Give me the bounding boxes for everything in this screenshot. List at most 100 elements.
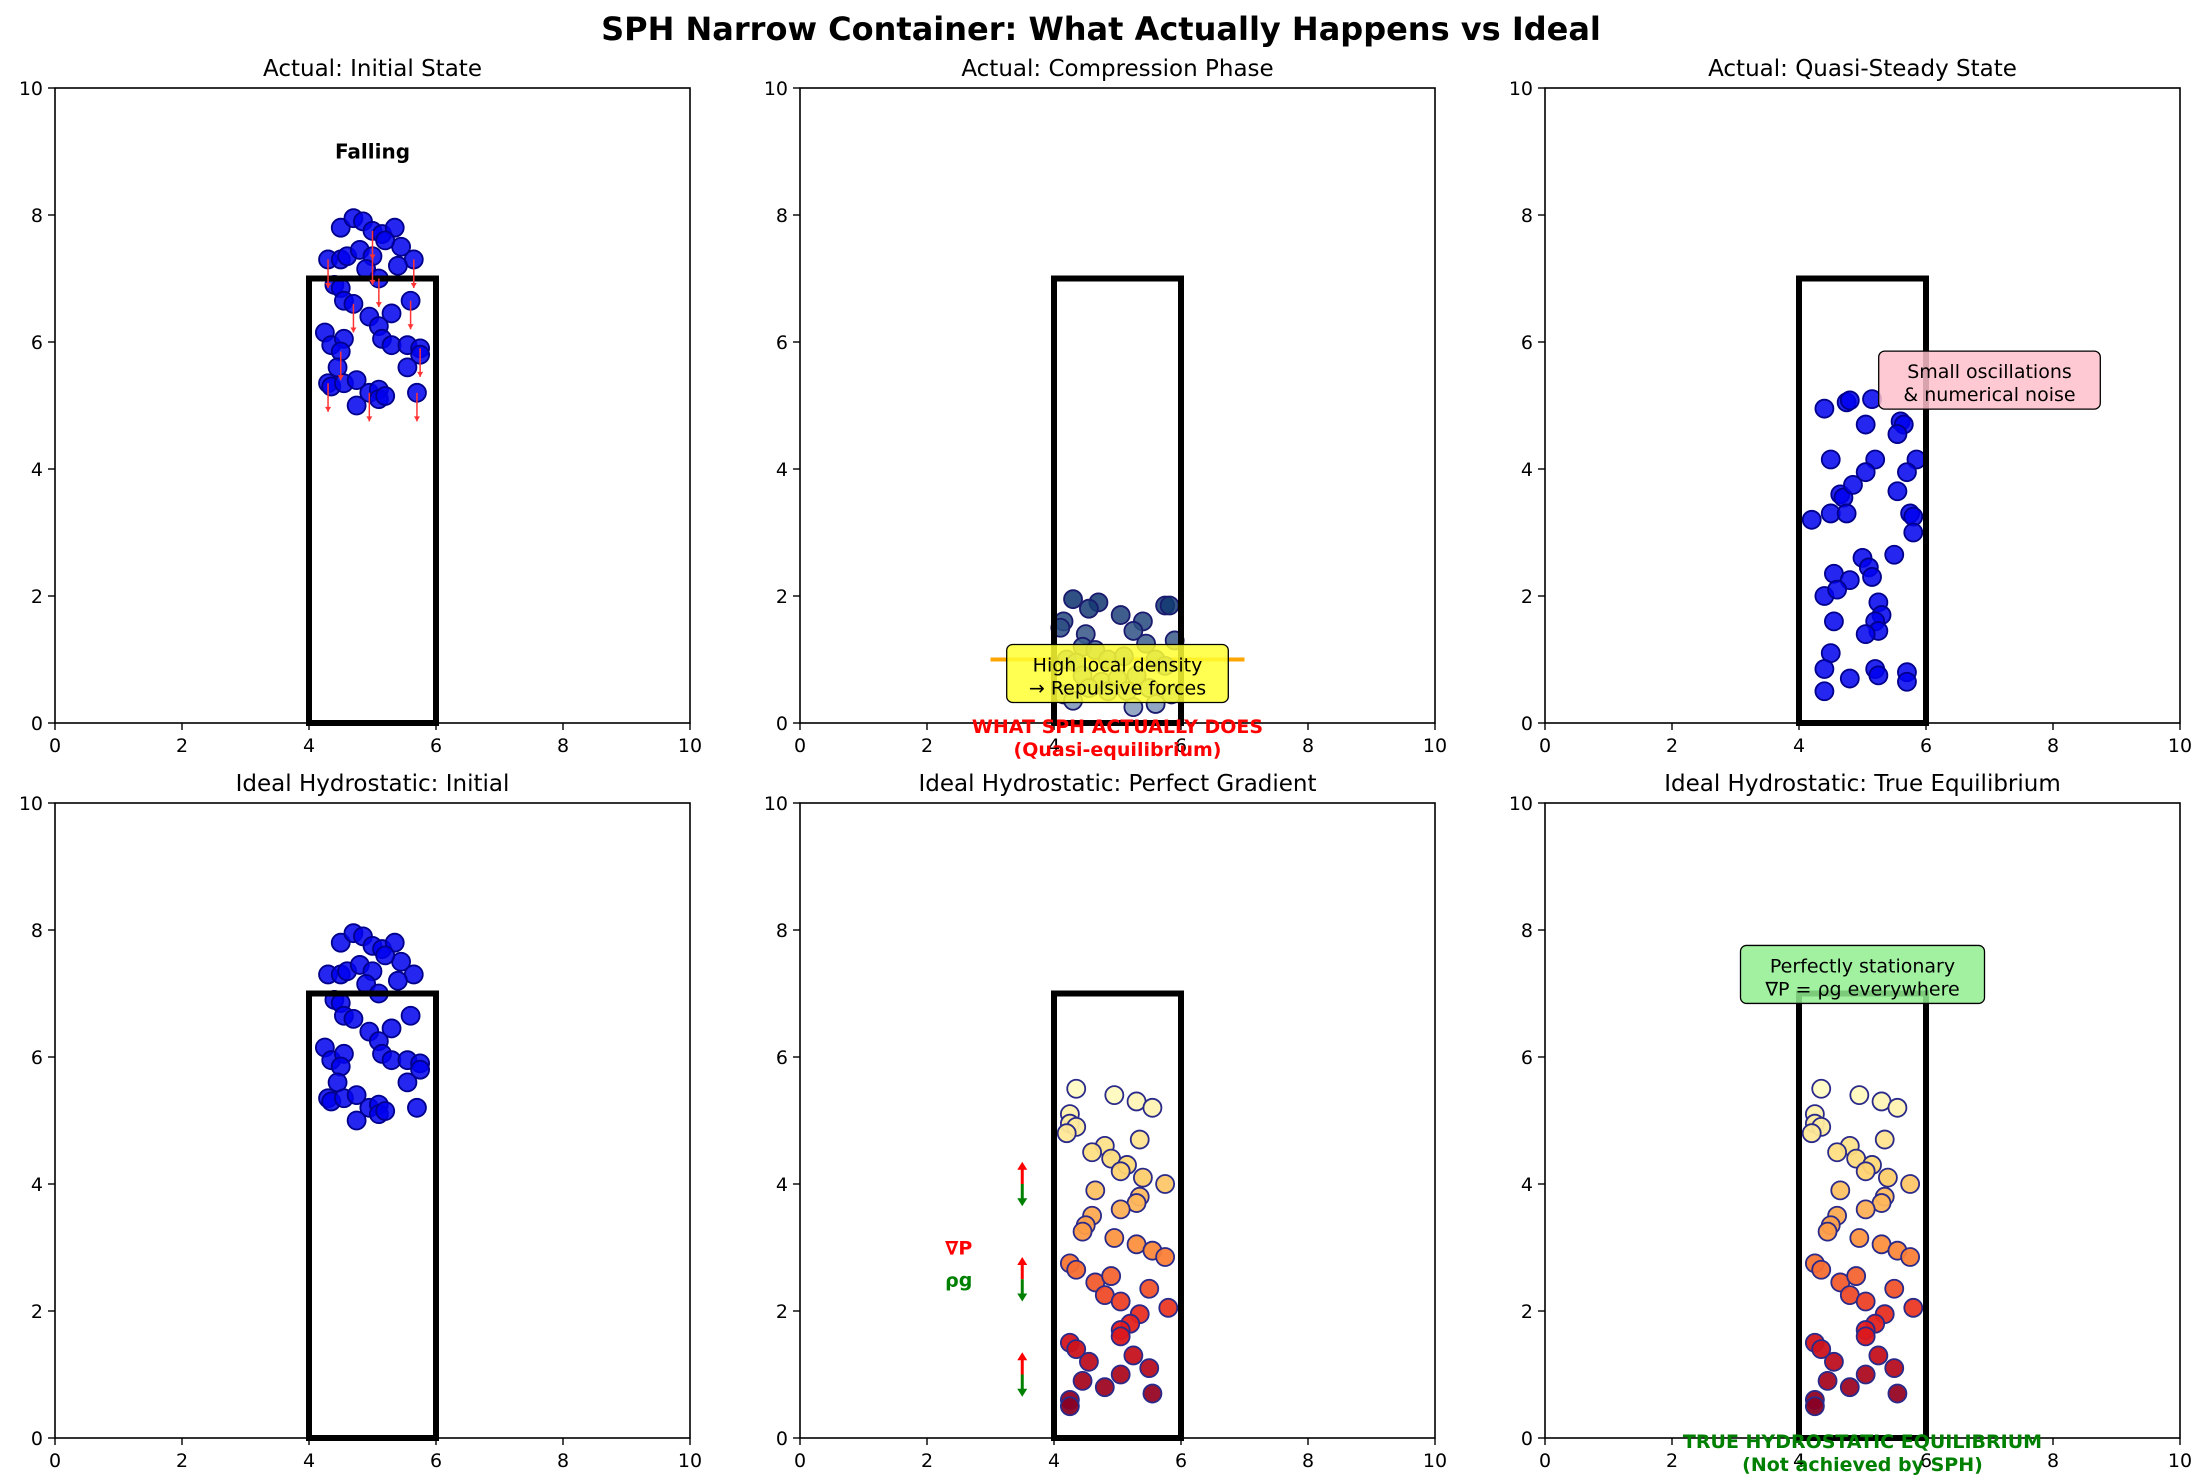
y-tick-label: 6 (776, 332, 788, 354)
x-tick-label: 8 (2047, 1450, 2059, 1472)
particle (387, 255, 408, 276)
particle (1836, 503, 1857, 524)
particle (346, 1110, 367, 1131)
particle (1839, 390, 1860, 411)
panel-title: Ideal Hydrostatic: True Equilibrium (1664, 771, 2061, 797)
y-tick-label: 8 (31, 205, 43, 227)
panel-title: Ideal Hydrostatic: Initial (236, 771, 510, 797)
footer-text: TRUE HYDROSTATIC EQUILIBRIUM (1683, 1431, 2042, 1453)
particle (1824, 611, 1844, 632)
particle (1082, 1142, 1102, 1163)
y-tick-label: 8 (31, 920, 43, 942)
particle (1123, 621, 1144, 641)
particle (1101, 1266, 1122, 1286)
panel-1: Actual: Initial State 0 2 4 6 8 10 0 2 4 6 8 10 Falli… (19, 56, 702, 757)
x-tick-label: 10 (2168, 1450, 2192, 1472)
particle (1066, 1339, 1087, 1359)
particle (1855, 414, 1876, 435)
particle (1817, 1370, 1838, 1391)
particle (381, 1018, 402, 1039)
particle (1839, 668, 1860, 689)
y-tick-label: 0 (1521, 1428, 1533, 1450)
particles (314, 923, 431, 1131)
y-tick-label: 6 (31, 1047, 43, 1069)
x-tick-label: 6 (1175, 1450, 1187, 1472)
y-tick-label: 10 (764, 793, 788, 815)
velocity-arrow-head (325, 283, 332, 289)
particle (1801, 509, 1822, 530)
particle (1079, 1351, 1099, 1372)
panel-5: Ideal Hydrostatic: Perfect Gradient ∇P ρg 0… (764, 771, 1447, 1472)
particle (1110, 1161, 1131, 1182)
particle (1158, 1297, 1179, 1318)
force-label: ∇P (945, 1238, 972, 1260)
footer-text: (Not achieved by SPH) (1742, 1454, 1983, 1476)
x-tick-label: 0 (49, 735, 61, 757)
x-tick-label: 2 (176, 735, 188, 757)
particle (1110, 1326, 1131, 1347)
particle (375, 230, 396, 251)
particle (1900, 1247, 1921, 1267)
particle (1814, 659, 1835, 679)
callout-box (1739, 944, 1986, 1005)
particle (1814, 681, 1835, 702)
panel-6: Ideal Hydrostatic: True Equilibrium 0 2 4 6 8… (1509, 771, 2192, 1476)
x-tick-label: 8 (557, 1450, 569, 1472)
particles (1801, 1078, 1924, 1417)
particle (1824, 1351, 1844, 1372)
axes-frame (1544, 802, 2181, 1439)
particle (1868, 665, 1889, 686)
particles (1801, 389, 1927, 702)
particle (1142, 1097, 1163, 1118)
particle (1827, 579, 1847, 600)
particle (1056, 1123, 1077, 1144)
particle (1811, 1339, 1832, 1359)
particle (1862, 567, 1882, 587)
y-tick-label: 6 (1521, 332, 1533, 354)
particle (1884, 1278, 1905, 1299)
particle (1887, 481, 1908, 502)
particle (1878, 1167, 1898, 1188)
particle (1063, 589, 1083, 610)
x-tick-label: 0 (49, 1450, 61, 1472)
particle (1142, 1383, 1163, 1404)
velocity-arrow-head (407, 324, 414, 330)
particle (1066, 1078, 1087, 1099)
particle (1897, 671, 1917, 692)
force-label: ρg (945, 1269, 972, 1291)
x-tick-label: 4 (1793, 1450, 1805, 1472)
particle (1887, 1097, 1908, 1118)
particle (1855, 1291, 1876, 1312)
y-tick-label: 0 (776, 1428, 788, 1450)
x-tick-label: 0 (794, 1450, 806, 1472)
y-tick-label: 10 (1509, 793, 1533, 815)
x-tick-label: 8 (2047, 735, 2059, 757)
particles (1056, 1078, 1179, 1417)
y-tick-label: 4 (1521, 1174, 1533, 1196)
x-tick-label: 6 (1175, 735, 1187, 757)
y-tick-label: 6 (31, 332, 43, 354)
particle (1887, 1383, 1908, 1404)
annotation: Falling (335, 140, 410, 164)
particle (1079, 598, 1099, 619)
axes-frame (799, 87, 1436, 724)
x-tick-label: 6 (430, 735, 442, 757)
particle (1814, 398, 1835, 419)
x-tick-label: 10 (1423, 1450, 1447, 1472)
y-tick-label: 10 (764, 78, 788, 100)
particle (1884, 544, 1905, 565)
x-tick-label: 6 (1920, 735, 1932, 757)
y-tick-label: 8 (1521, 205, 1533, 227)
particle (1110, 1199, 1131, 1220)
particle (346, 370, 367, 391)
y-tick-label: 10 (19, 78, 43, 100)
particle (397, 357, 418, 378)
x-tick-label: 4 (1793, 735, 1805, 757)
footer-text: (Quasi-equilibrium) (1014, 739, 1222, 761)
y-tick-label: 0 (31, 713, 43, 735)
particle (381, 303, 402, 324)
panel-4: Ideal Hydrostatic: Initial 0 2 4 6 8 10 0 2 4 6 8 10 (19, 771, 702, 1472)
panel-title: Ideal Hydrostatic: Perfect Gradient (918, 771, 1316, 797)
callout-box (1878, 350, 2101, 410)
particle (330, 1056, 351, 1077)
